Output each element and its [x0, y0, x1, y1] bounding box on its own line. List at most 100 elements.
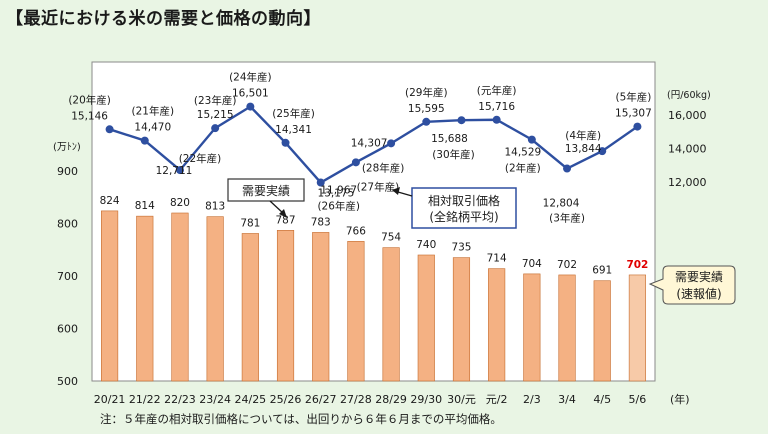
price-value-label: 14,307 — [351, 137, 388, 149]
price-year-label: (5年産) — [615, 91, 651, 104]
bar — [558, 274, 576, 382]
left-axis-tick: 700 — [57, 270, 78, 283]
price-year-label: (20年産) — [68, 93, 111, 106]
price-point — [316, 178, 325, 187]
x-tick-label: 29/30 — [410, 393, 442, 406]
price-annotation-box — [411, 187, 517, 229]
price-year-label: (24年産) — [229, 71, 272, 84]
bar — [452, 257, 471, 382]
x-tick-label: 27/28 — [340, 393, 372, 406]
price-year-label: (26年産) — [317, 200, 360, 213]
price-point — [140, 136, 149, 145]
price-value-label: 15,307 — [615, 108, 652, 120]
price-point — [105, 125, 114, 134]
price-year-label: (元年産) — [477, 84, 517, 97]
page-title: 【最近における米の需要と価格の動向】 — [6, 9, 321, 29]
bar-value-label: 735 — [451, 242, 471, 254]
price-point — [563, 164, 572, 173]
bar-value-label: 824 — [100, 195, 120, 207]
right-axis-tick: 12,000 — [668, 176, 707, 189]
price-point — [281, 138, 290, 147]
bar-value-label: 814 — [135, 200, 155, 212]
left-axis-tick: 800 — [57, 218, 78, 231]
x-tick-label: 30/元 — [447, 393, 476, 406]
price-value-label: 16,501 — [232, 88, 269, 100]
bar-value-label: 766 — [346, 225, 366, 237]
price-value-label: 12,711 — [156, 165, 193, 177]
bar-value-label: 702 — [626, 259, 648, 271]
demand-annotation-box — [227, 178, 305, 202]
bar — [136, 215, 154, 382]
price-point — [633, 122, 642, 131]
x-tick-label: 25/26 — [270, 393, 302, 406]
price-line — [109, 105, 639, 185]
price-value-label: 14,470 — [134, 122, 171, 134]
prelim-callout-line1: 需要実績 — [675, 269, 723, 284]
prelim-callout-line2: (速報値) — [676, 286, 721, 301]
bar-value-label: 714 — [487, 253, 507, 265]
bar — [312, 232, 330, 382]
price-value-label: 15,595 — [408, 103, 445, 115]
bar-value-label: 754 — [381, 232, 401, 244]
price-point — [351, 158, 360, 167]
price-year-label: (22年産) — [179, 152, 222, 165]
x-tick-label: 24/25 — [234, 393, 266, 406]
price-year-label: (29年産) — [405, 86, 448, 99]
x-tick-label: 21/22 — [129, 393, 161, 406]
price-point — [598, 147, 607, 156]
price-value-label: 12,804 — [543, 198, 580, 210]
price-value-label: 15,688 — [431, 133, 468, 145]
price-point — [492, 115, 501, 124]
x-tick-label: 5/6 — [629, 393, 647, 406]
price-point — [246, 102, 255, 111]
price-point — [457, 116, 466, 125]
x-tick-label: 26/27 — [305, 393, 337, 406]
prelim-callout-box — [648, 265, 736, 305]
bar-value-label: 783 — [311, 216, 331, 228]
bar-value-label: 691 — [592, 265, 612, 277]
price-value-label: 14,529 — [504, 147, 541, 159]
price-value-label: 13,844 — [565, 143, 602, 155]
bar — [101, 210, 119, 382]
demand-annotation-text: 需要実績 — [242, 183, 290, 198]
price-year-label: (3年産) — [549, 212, 585, 225]
bar — [382, 247, 400, 382]
price-year-label: (27年産) — [357, 180, 400, 193]
left-axis-tick: 500 — [57, 375, 78, 388]
right-axis-tick: 16,000 — [668, 109, 707, 122]
bar-value-label: 740 — [416, 239, 436, 251]
demand-annotation-arrowhead — [279, 209, 287, 218]
x-tick-label: 23/24 — [199, 393, 231, 406]
footnote: 注：５年産の相対取引価格については、出回りから６年６月までの平均価格。 — [100, 412, 502, 426]
x-axis-unit: (年) — [670, 392, 690, 406]
price-value-label: 15,215 — [197, 109, 234, 121]
left-axis-tick: 600 — [57, 323, 78, 336]
bar — [417, 254, 435, 382]
price-year-label: (21年産) — [132, 105, 175, 118]
price-year-label: (28年産) — [362, 161, 405, 174]
bar-value-label: 820 — [170, 197, 190, 209]
bar — [593, 280, 611, 382]
right-axis-unit: (円/60kg) — [667, 90, 711, 101]
x-tick-label: 4/5 — [593, 393, 611, 406]
price-annotation-line1: 相対取引価格 — [428, 193, 500, 208]
right-axis-tick: 14,000 — [668, 143, 707, 156]
x-tick-label: 28/29 — [375, 393, 407, 406]
price-point — [527, 135, 536, 144]
bar-value-label: 704 — [522, 258, 542, 270]
x-tick-label: 3/4 — [558, 393, 576, 406]
price-value-label: 11,967 — [320, 185, 357, 197]
price-year-label: (25年産) — [272, 107, 315, 120]
bar — [171, 212, 189, 382]
price-point — [422, 117, 431, 126]
bar — [628, 274, 646, 382]
x-tick-label: 2/3 — [523, 393, 541, 406]
bar — [276, 230, 295, 382]
price-value-label: 14,341 — [275, 124, 312, 136]
price-point — [387, 139, 396, 148]
x-tick-label: 元/2 — [486, 393, 508, 406]
bar — [241, 233, 259, 382]
price-value-label: 15,716 — [478, 101, 515, 113]
bar-value-label: 702 — [557, 259, 577, 271]
